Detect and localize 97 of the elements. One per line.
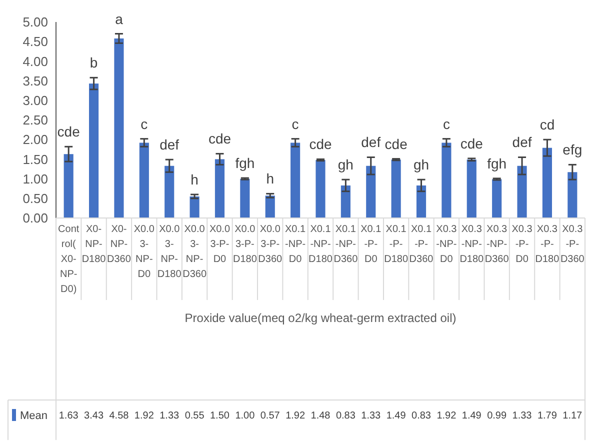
annotation: a <box>115 10 124 27</box>
data-label: 0.57 <box>260 410 280 422</box>
x-axis-title: Proxide value(meq o2/kg wheat-germ extracted oil) <box>184 311 456 325</box>
annotation: def <box>160 136 180 153</box>
bar <box>442 142 452 218</box>
bar <box>466 160 476 218</box>
y-tick-label: 0.00 <box>22 210 48 226</box>
x-tick-label: X0.03-P-D360 <box>258 224 283 265</box>
data-label: 1.17 <box>562 410 583 422</box>
annotation: cd <box>540 116 555 133</box>
annotation: c <box>140 116 148 132</box>
bar <box>391 160 401 218</box>
bar <box>492 179 502 218</box>
annotation: cde <box>208 130 232 147</box>
data-label: 1.00 <box>235 410 256 422</box>
y-tick-label: 3.50 <box>22 73 48 88</box>
bar <box>542 148 552 218</box>
data-label: 4.58 <box>109 410 130 422</box>
bar <box>517 166 527 218</box>
bar <box>340 185 350 218</box>
x-tick-label: X0.1-NP-D0 <box>285 224 306 265</box>
data-label: 1.63 <box>58 410 79 422</box>
annotation: gh <box>413 156 430 173</box>
data-label: 1.33 <box>512 410 532 422</box>
annotation: c <box>292 116 299 132</box>
x-tick-label: X0.1-NP-D180 <box>308 224 333 265</box>
bar <box>139 142 149 218</box>
x-tick-label: X0.3-NP-D360 <box>484 224 510 265</box>
data-label: 1.92 <box>436 410 457 422</box>
data-label: 1.92 <box>134 410 154 422</box>
data-label: 1.33 <box>160 410 180 422</box>
bar <box>416 185 426 218</box>
bar <box>568 172 578 218</box>
annotation: cde <box>384 136 408 152</box>
annotation: h <box>266 170 274 187</box>
bar <box>89 84 99 218</box>
x-tick-label: X0.3-NP-D0 <box>436 224 458 265</box>
x-tick-label: X0.03-NP-D180 <box>157 224 182 280</box>
bar <box>240 178 250 218</box>
bar <box>190 196 200 218</box>
x-tick-label: X0.03-P-D0 <box>209 224 230 265</box>
bar <box>64 154 74 218</box>
bar <box>265 196 275 218</box>
data-label: 1.49 <box>386 410 406 422</box>
annotation: fgh <box>235 155 255 172</box>
annotation: cde <box>309 136 332 152</box>
y-tick-label: 1.00 <box>22 171 48 186</box>
y-tick-label: 3.00 <box>22 92 48 108</box>
x-tick-label: X0.03-NP-D360 <box>182 224 207 280</box>
x-tick-label: X0.3-P-D360 <box>560 224 585 265</box>
data-label: 1.50 <box>210 410 230 422</box>
annotation: fgh <box>487 155 507 172</box>
bar <box>164 166 174 218</box>
data-label: 1.79 <box>537 410 558 422</box>
x-tick-label: X0.3-P-D180 <box>535 224 560 265</box>
x-tick-label: X0.03-NP-D0 <box>134 224 155 280</box>
data-label: 1.92 <box>286 410 306 422</box>
x-tick-label: X0-NP-D360 <box>107 224 132 265</box>
data-label: 0.55 <box>184 410 205 422</box>
y-tick-label: 4.00 <box>22 54 48 69</box>
bar <box>290 142 300 218</box>
x-tick-label: X0.03-P-D180 <box>232 224 258 265</box>
x-tick-label: X0.1-P-D360 <box>409 224 434 265</box>
data-label: 1.48 <box>310 410 331 422</box>
y-tick-label: 2.50 <box>22 112 48 128</box>
annotation: b <box>90 54 98 71</box>
x-tick-label: X0.1-NP-D360 <box>334 224 358 265</box>
annotation: gh <box>338 156 354 173</box>
annotation: efg <box>562 142 582 158</box>
y-tick-label: 5.00 <box>22 14 48 30</box>
annotation: def <box>512 134 532 150</box>
data-label: 3.43 <box>84 410 104 422</box>
data-label: 0.83 <box>336 410 356 422</box>
bar <box>366 166 376 218</box>
x-tick-label: X0.3-NP-D180 <box>460 224 484 265</box>
annotation: cde <box>460 135 484 152</box>
bar <box>214 159 225 218</box>
legend-label: Mean <box>20 410 48 422</box>
x-tick-label: X0.1-P-D0 <box>360 224 382 265</box>
data-label: 1.33 <box>361 410 382 422</box>
data-label: 0.99 <box>487 410 507 422</box>
annotation: h <box>190 171 198 188</box>
y-tick-label: 0.50 <box>22 190 48 206</box>
data-label: 1.49 <box>462 410 482 422</box>
x-tick-label: Control(X0-NP-D0) <box>58 224 80 295</box>
y-tick-label: 4.50 <box>22 34 48 50</box>
annotation: c <box>442 116 450 132</box>
annotation: cde <box>57 124 80 140</box>
y-tick-label: 2.00 <box>22 132 48 148</box>
x-tick-label: X0.1-P-D180 <box>384 224 408 265</box>
data-label: 0.83 <box>412 410 432 422</box>
y-tick-label: 1.50 <box>22 152 48 167</box>
annotation: def <box>361 134 381 150</box>
bar <box>114 38 124 218</box>
bar <box>316 160 326 218</box>
x-tick-label: X0-NP-D180 <box>82 224 106 265</box>
x-tick-label: X0.3-P-D0 <box>512 224 533 265</box>
